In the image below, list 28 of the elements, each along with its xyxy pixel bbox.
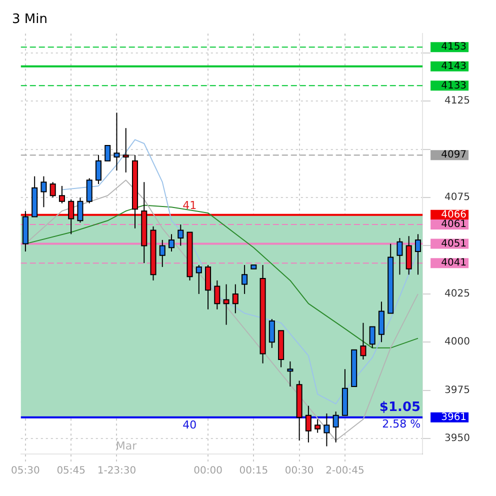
ref-line-label: 4061	[441, 219, 467, 230]
annotation: 2.58 %	[382, 418, 421, 431]
x-tick-label: 05:45	[56, 466, 86, 477]
ref-line-label: 4143	[441, 60, 467, 72]
chart-title: 3 Min	[12, 12, 48, 28]
y-tick-label: 4125	[444, 96, 470, 107]
ref-line-label: 4133	[441, 80, 467, 92]
y-tick-label: 4000	[444, 336, 470, 348]
ref-line-label: 4051	[441, 238, 467, 250]
ref-line-label: 4041	[441, 258, 467, 269]
x-tick-label: 1-23:30	[97, 466, 136, 477]
y-tick-label: 4025	[444, 288, 470, 300]
y-tick-label: 3950	[444, 433, 470, 444]
ref-line-label: 4097	[441, 150, 467, 161]
annotation: 40	[182, 418, 197, 432]
annotation: Mar	[116, 439, 138, 452]
x-tick-label: 00:30	[284, 466, 314, 477]
x-tick-label: 00:15	[239, 466, 268, 477]
x-tick-label: 05:30	[11, 466, 40, 477]
ref-line-label: 4066	[441, 209, 467, 220]
annotation: 41	[182, 199, 197, 212]
y-tick-label: 4075	[444, 192, 470, 204]
y-tick-label: 3975	[444, 384, 470, 396]
ref-line-label: 3961	[441, 412, 467, 423]
annotation: $1.05	[379, 400, 421, 416]
x-tick-label: 2-00:45	[326, 466, 364, 477]
ref-line-label: 4153	[441, 42, 467, 53]
x-tick-label: 00:00	[194, 466, 222, 477]
